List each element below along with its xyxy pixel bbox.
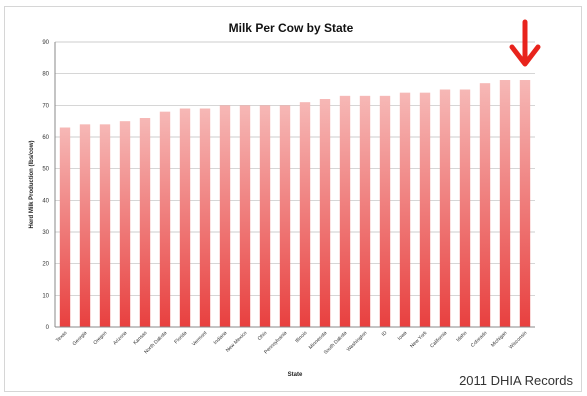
x-tick-label: ID <box>381 330 389 338</box>
bar-ohio <box>259 105 271 327</box>
x-tick-label: Colorado <box>470 330 489 349</box>
bar-kansas <box>139 118 151 327</box>
x-tick-label: Washington <box>346 330 369 353</box>
y-tick-label: 60 <box>42 135 49 141</box>
bar-south-dakota <box>339 95 351 327</box>
highlight-arrow-icon <box>509 19 541 67</box>
x-tick-label: New Mexico <box>225 330 249 354</box>
y-tick-label: 80 <box>42 72 49 78</box>
bar-michigan <box>499 80 511 327</box>
bar-new-mexico <box>239 105 251 327</box>
bar-florida <box>179 108 191 327</box>
bar-vermont <box>199 108 211 327</box>
x-tick-label: California <box>429 330 448 349</box>
source-note: 2011 DHIA Records <box>459 373 573 388</box>
x-tick-label: Illinois <box>294 330 308 344</box>
x-tick-label: New York <box>409 330 429 350</box>
y-tick-label: 30 <box>42 230 49 236</box>
bar-colorado <box>479 83 491 328</box>
y-tick-label: 40 <box>42 198 49 204</box>
x-axis-label: State <box>288 372 303 378</box>
x-tick-label: Indiana <box>213 330 229 346</box>
y-tick-label: 50 <box>42 167 49 173</box>
x-tick-label: Kansas <box>132 330 148 346</box>
x-tick-label: Idaho <box>455 330 468 343</box>
y-tick-label: 10 <box>42 293 49 299</box>
x-tick-label: Michigan <box>490 330 509 349</box>
y-tick-label: 90 <box>42 40 49 46</box>
x-tick-label: Texas <box>55 330 69 344</box>
x-tick-label: Wisconsin <box>508 330 529 351</box>
x-tick-label: Vermont <box>191 330 209 348</box>
y-tick-label: 20 <box>42 262 49 268</box>
bar-north-dakota <box>159 111 171 328</box>
bar-arizona <box>119 121 131 328</box>
chart-title: Milk Per Cow by State <box>229 21 354 35</box>
bar-georgia <box>79 124 91 327</box>
bar-wisconsin <box>519 80 531 327</box>
bar-new-york <box>419 92 431 328</box>
bar-illinois <box>299 102 311 328</box>
y-tick-label: 70 <box>42 103 49 109</box>
x-tick-label: Florida <box>173 330 188 345</box>
y-tick-label: 0 <box>46 325 50 331</box>
bar-idaho <box>459 89 471 327</box>
y-axis-label: Herd Milk Production (lbs/cow) <box>29 140 35 228</box>
arrow-head <box>509 44 541 67</box>
bar-california <box>439 89 451 327</box>
bar-minnesota <box>319 99 331 327</box>
bar-pennsylvania <box>279 105 291 327</box>
bar-id <box>379 95 391 327</box>
x-tick-label: Iowa <box>397 330 409 342</box>
x-tick-label: Oregon <box>92 330 108 346</box>
x-tick-label: Ohio <box>257 330 269 342</box>
bar-indiana <box>219 105 231 327</box>
x-tick-label: Georgia <box>72 330 89 347</box>
bar-washington <box>359 95 371 327</box>
bar-texas <box>59 127 71 327</box>
y-tick-labels: 0 10 20 30 40 50 60 70 80 90 <box>42 40 49 331</box>
x-tick-label: Arizona <box>112 330 128 346</box>
bar-iowa <box>399 92 411 328</box>
bars <box>59 80 531 328</box>
bar-oregon <box>99 124 111 327</box>
